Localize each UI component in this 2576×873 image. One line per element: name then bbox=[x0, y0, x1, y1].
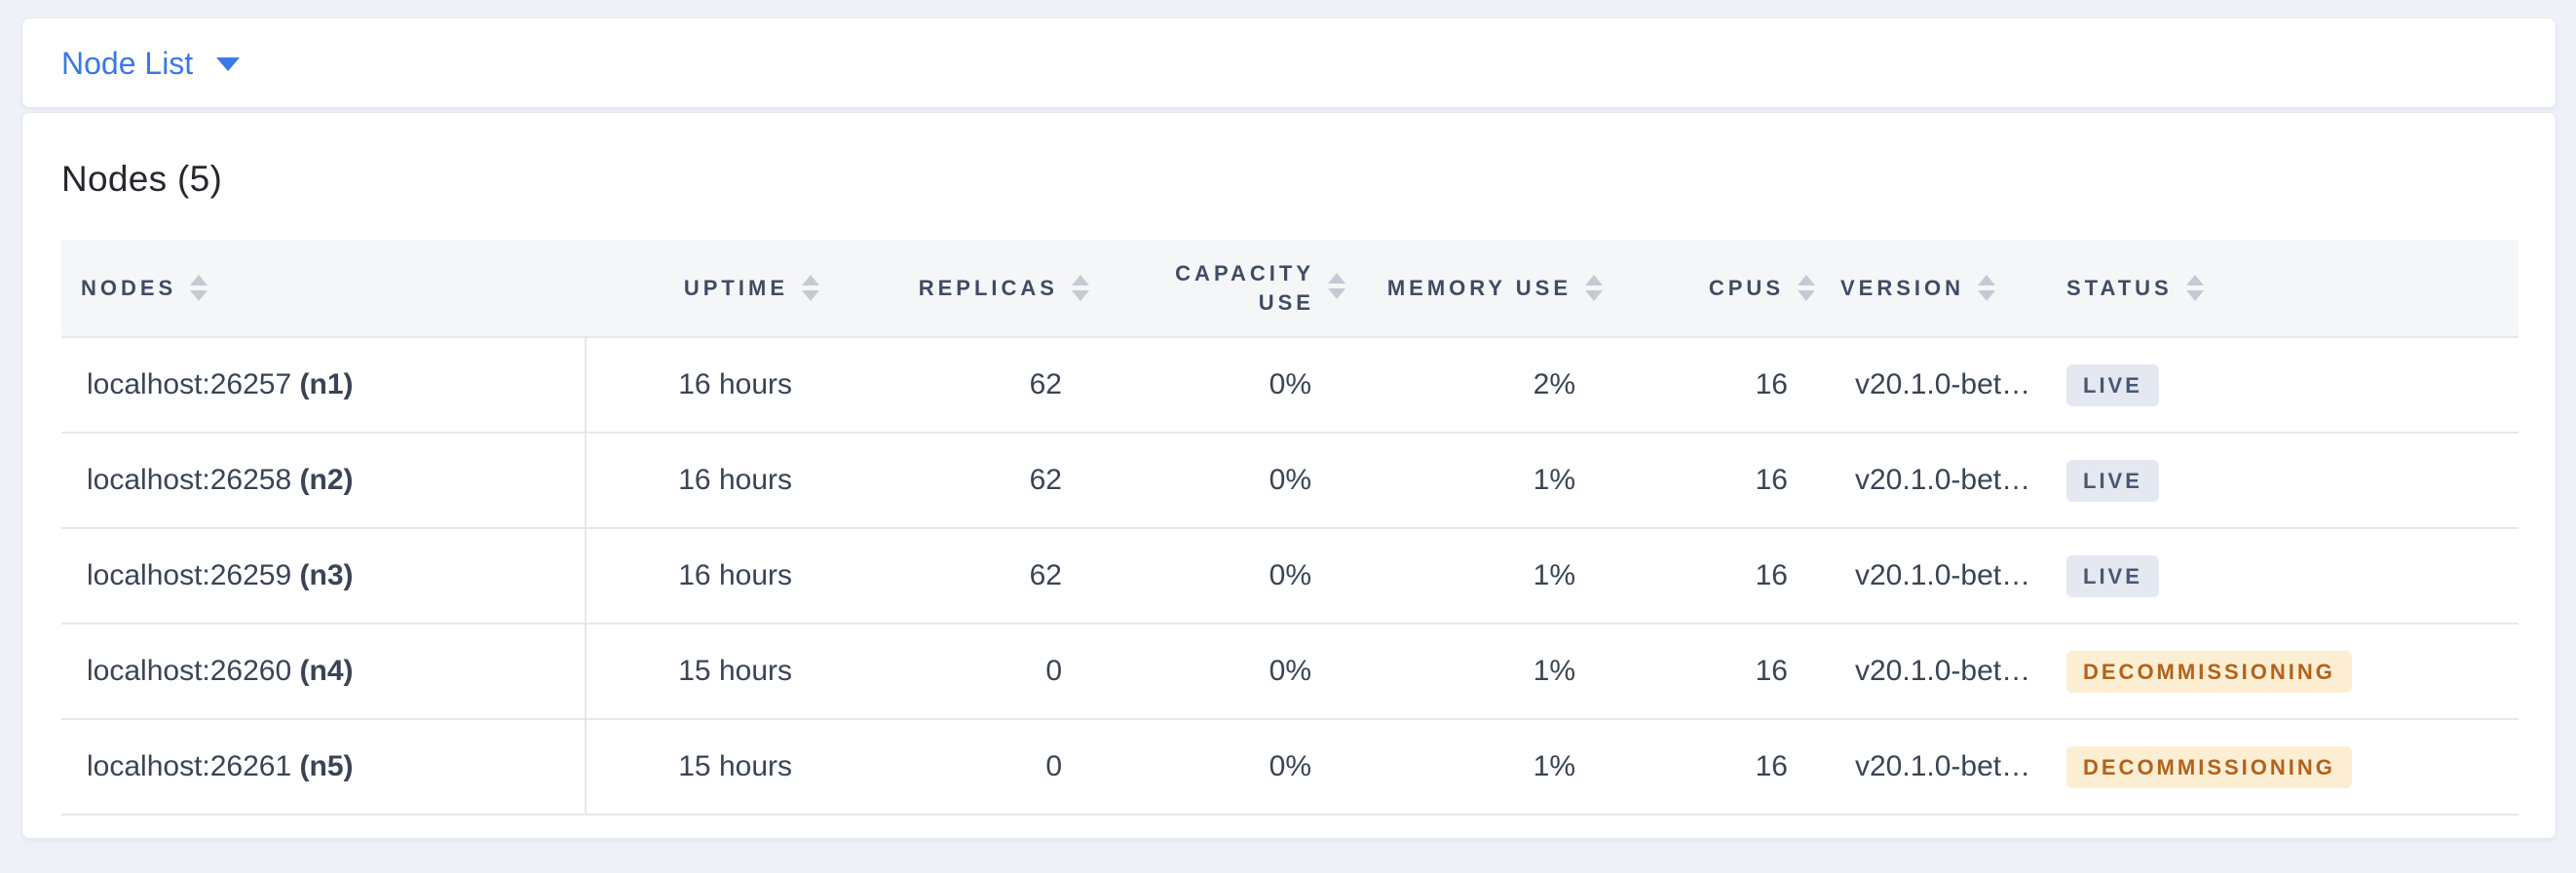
cpus-cell: 16 bbox=[1609, 624, 1821, 720]
memory-use-cell: 1% bbox=[1351, 433, 1609, 529]
node-id: (n2) bbox=[299, 464, 354, 496]
view-selector-label: Node List bbox=[61, 45, 194, 81]
version-cell: v20.1.0-bet… bbox=[1821, 337, 2037, 434]
node-id: (n5) bbox=[299, 750, 354, 782]
panel-title: Nodes (5) bbox=[61, 159, 223, 199]
sort-icon bbox=[190, 275, 208, 301]
node-address-cell: localhost:26259 (n3) bbox=[61, 528, 587, 625]
table-row: localhost:26257 (n1) 16 hours 62 0% 2% 1… bbox=[61, 337, 2519, 434]
sort-icon bbox=[1585, 275, 1603, 301]
view-selector-dropdown[interactable]: Node List bbox=[61, 45, 241, 81]
column-header-label: MEMORY USE bbox=[1386, 275, 1572, 300]
memory-use-cell: 1% bbox=[1351, 528, 1609, 625]
capacity-use-cell: 0% bbox=[1095, 624, 1351, 720]
status-badge: DECOMMISSIONING bbox=[2066, 745, 2352, 788]
capacity-use-cell: 0% bbox=[1095, 719, 1351, 816]
table-row: localhost:26261 (n5) 15 hours 0 0% 1% 16… bbox=[61, 719, 2519, 816]
status-cell: DECOMMISSIONING bbox=[2037, 719, 2519, 816]
node-address: localhost:26260 bbox=[87, 655, 292, 687]
capacity-use-cell: 0% bbox=[1095, 337, 1351, 434]
column-header-capacity-use[interactable]: CAPACITY USE bbox=[1095, 240, 1351, 338]
column-header-label: VERSION bbox=[1840, 275, 1965, 300]
column-header-label: UPTIME bbox=[683, 275, 788, 300]
column-header-label: CPUS bbox=[1708, 275, 1784, 300]
sort-icon bbox=[1798, 275, 1815, 301]
column-header-label: CAPACITY USE bbox=[1175, 260, 1314, 315]
sort-icon bbox=[1978, 275, 1996, 301]
replicas-cell: 0 bbox=[825, 624, 1095, 720]
replicas-cell: 62 bbox=[825, 528, 1095, 625]
cpus-cell: 16 bbox=[1609, 337, 1821, 434]
table-row: localhost:26258 (n2) 16 hours 62 0% 1% 1… bbox=[61, 433, 2519, 529]
dropdown-caret-icon bbox=[216, 57, 241, 71]
node-address-cell: localhost:26261 (n5) bbox=[61, 719, 587, 816]
replicas-cell: 62 bbox=[825, 433, 1095, 529]
replicas-cell: 0 bbox=[825, 719, 1095, 816]
node-id: (n4) bbox=[299, 655, 354, 687]
memory-use-cell: 1% bbox=[1351, 719, 1609, 816]
node-address-cell: localhost:26260 (n4) bbox=[61, 624, 587, 720]
uptime-cell: 16 hours bbox=[586, 528, 825, 625]
status-cell: LIVE bbox=[2037, 528, 2519, 625]
capacity-use-cell: 0% bbox=[1095, 528, 1351, 625]
uptime-cell: 15 hours bbox=[586, 719, 825, 816]
version-cell: v20.1.0-bet… bbox=[1821, 624, 2037, 720]
uptime-cell: 16 hours bbox=[586, 337, 825, 434]
status-badge: DECOMMISSIONING bbox=[2066, 650, 2352, 693]
column-header-label: NODES bbox=[81, 275, 177, 300]
version-cell: v20.1.0-bet… bbox=[1821, 719, 2037, 816]
version-cell: v20.1.0-bet… bbox=[1821, 528, 2037, 625]
sort-icon bbox=[1072, 275, 1089, 301]
column-header-status[interactable]: STATUS bbox=[2037, 240, 2519, 338]
node-address-cell: localhost:26257 (n1) bbox=[61, 337, 587, 434]
table-row: localhost:26260 (n4) 15 hours 0 0% 1% 16… bbox=[61, 624, 2519, 720]
uptime-cell: 15 hours bbox=[586, 624, 825, 720]
capacity-use-cell: 0% bbox=[1095, 433, 1351, 529]
memory-use-cell: 2% bbox=[1351, 337, 1609, 434]
column-header-cpus[interactable]: CPUS bbox=[1609, 240, 1821, 338]
sort-icon bbox=[802, 275, 819, 301]
table-header-row: NODES UPTIME REPLICAS bbox=[61, 240, 2519, 338]
node-address: localhost:26261 bbox=[87, 750, 292, 782]
column-header-label: REPLICAS bbox=[918, 275, 1058, 300]
cpus-cell: 16 bbox=[1609, 528, 1821, 625]
memory-use-cell: 1% bbox=[1351, 624, 1609, 720]
column-header-version[interactable]: VERSION bbox=[1821, 240, 2037, 338]
status-cell: LIVE bbox=[2037, 337, 2519, 434]
nodes-table: NODES UPTIME REPLICAS bbox=[61, 240, 2519, 816]
node-address: localhost:26258 bbox=[87, 464, 292, 496]
column-header-nodes[interactable]: NODES bbox=[61, 240, 586, 338]
sort-icon bbox=[2185, 275, 2204, 301]
node-address-cell: localhost:26258 (n2) bbox=[61, 433, 587, 529]
node-address: localhost:26259 bbox=[87, 559, 292, 591]
sort-icon bbox=[1328, 273, 1345, 299]
status-badge: LIVE bbox=[2066, 459, 2159, 502]
node-address: localhost:26257 bbox=[87, 368, 292, 400]
status-cell: LIVE bbox=[2037, 433, 2519, 529]
node-id: (n3) bbox=[299, 559, 354, 591]
column-header-label: STATUS bbox=[2066, 275, 2173, 300]
node-id: (n1) bbox=[299, 368, 354, 400]
column-header-memory-use[interactable]: MEMORY USE bbox=[1351, 240, 1609, 338]
status-badge: LIVE bbox=[2066, 554, 2159, 597]
nodes-panel: Nodes (5) NODES UPTIME bbox=[21, 112, 2557, 839]
column-header-uptime[interactable]: UPTIME bbox=[586, 240, 825, 338]
table-row: localhost:26259 (n3) 16 hours 62 0% 1% 1… bbox=[61, 528, 2519, 625]
cpus-cell: 16 bbox=[1609, 433, 1821, 529]
status-badge: LIVE bbox=[2066, 363, 2159, 406]
top-navigation-bar: Node List bbox=[21, 18, 2557, 108]
status-cell: DECOMMISSIONING bbox=[2037, 624, 2519, 720]
uptime-cell: 16 hours bbox=[586, 433, 825, 529]
version-cell: v20.1.0-bet… bbox=[1821, 433, 2037, 529]
cpus-cell: 16 bbox=[1609, 719, 1821, 816]
column-header-replicas[interactable]: REPLICAS bbox=[825, 240, 1095, 338]
replicas-cell: 62 bbox=[825, 337, 1095, 434]
